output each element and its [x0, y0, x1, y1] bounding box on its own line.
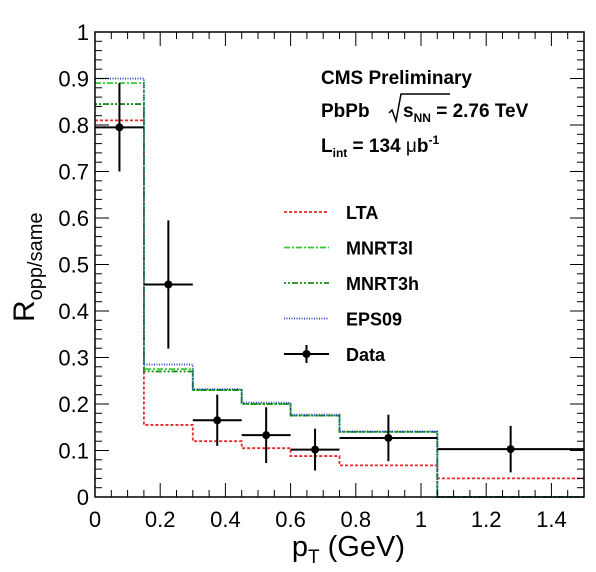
data-point — [115, 123, 124, 132]
annotation-energy-sub: NN — [414, 111, 431, 125]
annotation-title: CMS Preliminary — [321, 68, 472, 89]
y-tick-label: 0.3 — [58, 346, 89, 371]
sqrt-symbol — [388, 93, 450, 124]
series-line-lta — [95, 119, 584, 480]
data-point — [384, 433, 393, 442]
legend-item-lta: LTA — [284, 203, 378, 223]
x-tick-label: 0.4 — [210, 507, 241, 532]
annotation-lumi-sub: int — [333, 146, 348, 160]
y-axis-title-sub: opp/same — [25, 212, 47, 300]
annotation-block: CMS Preliminary PbPb sNN = 2.76 TeV Lint… — [321, 68, 529, 160]
y-tick-label: 0.5 — [58, 253, 89, 278]
annotation-lumi-value: = 134 — [347, 136, 406, 157]
y-tick-label: 0 — [77, 485, 89, 510]
legend-item-mnrt3h: MNRT3h — [284, 274, 419, 294]
annotation-energy: PbPb — [321, 101, 370, 122]
series-layer — [95, 77, 584, 498]
annotation-lumi-sup: -1 — [428, 133, 439, 147]
x-axis-title-main: p — [292, 531, 308, 563]
x-axis-title: pT (GeV) — [292, 531, 405, 568]
series-points-data — [95, 83, 584, 473]
legend-label-eps09: EPS09 — [346, 310, 402, 330]
series-line-eps09 — [95, 77, 584, 498]
data-point — [164, 280, 173, 289]
annotation-energy-s: s — [403, 101, 414, 122]
y-axis-title-main: R — [8, 300, 41, 322]
y-tick-label: 0.7 — [58, 160, 89, 185]
y-tick-label: 1 — [77, 20, 89, 45]
y-axis-title: Ropp/same — [8, 212, 47, 322]
annotation-energy-suffix: = 2.76 TeV — [431, 101, 529, 122]
legend-label-data: Data — [346, 345, 386, 365]
data-point — [213, 416, 222, 425]
legend-label-lta: LTA — [346, 203, 378, 223]
legend-label-mnrt3h: MNRT3h — [346, 274, 419, 294]
data-point — [262, 431, 271, 440]
y-tick-label: 0.8 — [58, 113, 89, 138]
x-tick-label: 0.2 — [145, 507, 176, 532]
x-tick-label: 1 — [415, 507, 427, 532]
annotation-energy-value: sNN = 2.76 TeV — [403, 101, 529, 125]
legend: LTA MNRT3l MNRT3h EPS09 Data — [284, 203, 419, 365]
annotation-lumi-L: L — [321, 136, 333, 157]
x-axis-title-unit: (GeV) — [320, 531, 405, 563]
legend-label-mnrt3l: MNRT3l — [346, 239, 413, 259]
legend-item-data: Data — [284, 345, 386, 365]
y-tick-label: 0.9 — [58, 67, 89, 92]
annotation-lumi-b: b — [417, 136, 429, 157]
data-point — [506, 445, 515, 454]
axes-layer: 0 0.2 0.4 0.6 0.8 1 1.2 1.4 0 0.1 0.2 0.3 0.4 0.5 0.6 0… — [58, 20, 585, 532]
y-tick-label: 0.1 — [58, 439, 89, 464]
legend-item-mnrt3l: MNRT3l — [284, 239, 413, 259]
legend-swatch-marker — [302, 350, 311, 358]
x-tick-label: 1.2 — [471, 507, 502, 532]
x-tick-label: 0.6 — [275, 507, 306, 532]
x-tick-label: 0 — [89, 507, 101, 532]
data-point — [311, 445, 320, 454]
x-tick-label: 1.4 — [536, 507, 567, 532]
y-tick-label: 0.2 — [58, 392, 89, 417]
annotation-luminosity: Lint = 134 μb-1 — [321, 133, 439, 160]
y-tick-label: 0.6 — [58, 206, 89, 231]
x-axis-title-sub: T — [308, 547, 320, 568]
series-line-mnrt3h — [95, 103, 584, 498]
y-tick-label: 0.4 — [58, 299, 89, 324]
annotation-energy-prefix: PbPb — [321, 101, 370, 122]
annotation-lumi-mu: μ — [406, 136, 417, 157]
x-tick-label: 0.8 — [341, 507, 372, 532]
legend-item-eps09: EPS09 — [284, 310, 402, 330]
